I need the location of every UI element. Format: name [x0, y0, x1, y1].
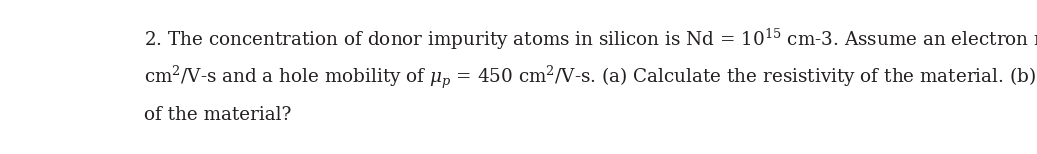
Text: cm$^2$/V-s and a hole mobility of $\mu_p$ = 450 cm$^2$/V-s. (a) Calculate the re: cm$^2$/V-s and a hole mobility of $\mu_p…: [144, 63, 1037, 91]
Text: of the material?: of the material?: [144, 106, 291, 124]
Text: 2. The concentration of donor impurity atoms in silicon is Nd = $10^{15}$ cm-3. : 2. The concentration of donor impurity a…: [144, 27, 1037, 52]
